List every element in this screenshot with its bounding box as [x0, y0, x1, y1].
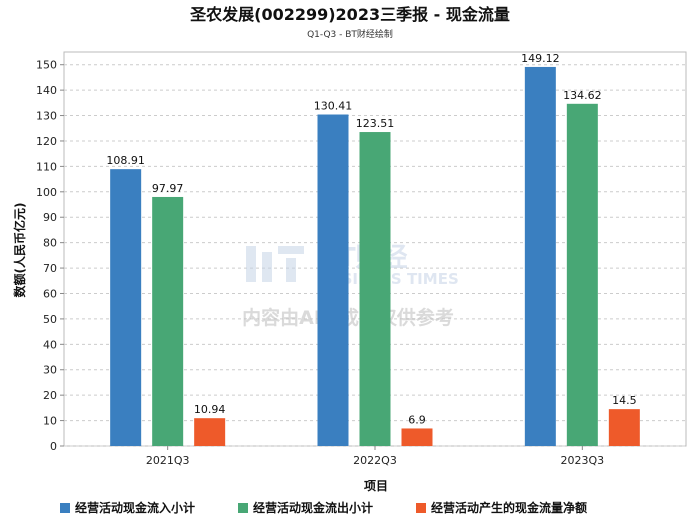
y-tick-label: 150 [36, 59, 57, 72]
y-tick-label: 20 [43, 389, 57, 402]
y-tick-label: 40 [43, 338, 57, 351]
bar [152, 196, 184, 446]
bar [359, 132, 391, 447]
y-tick-label: 140 [36, 84, 57, 97]
x-tick-label: 2022Q3 [353, 454, 397, 467]
y-tick-label: 100 [36, 186, 57, 199]
legend-item: 经营活动产生的现金流量净额 [431, 500, 587, 515]
bar [401, 428, 433, 446]
y-tick-label: 10 [43, 415, 57, 428]
bar [110, 169, 142, 446]
watermark-logo-icon-bar [262, 252, 272, 282]
y-tick-label: 90 [43, 211, 57, 224]
x-axis-ticks: 2021Q3 2022Q3 2023Q3 [146, 446, 604, 467]
legend-item: 经营活动现金流入小计 [75, 500, 195, 515]
bar [317, 114, 349, 446]
bar [566, 103, 598, 447]
watermark-logo-icon-bar2 [278, 246, 304, 254]
data-label: 14.5 [612, 394, 637, 407]
x-axis-title: 项目 [364, 479, 388, 493]
y-tick-label: 120 [36, 135, 57, 148]
data-label: 149.12 [521, 52, 560, 65]
data-label: 6.9 [408, 413, 426, 426]
bar [524, 66, 556, 446]
bars [110, 66, 640, 447]
y-tick-label: 50 [43, 313, 57, 326]
data-label: 97.97 [152, 182, 184, 195]
watermark-logo-icon [246, 246, 256, 282]
watermark-logo-icon-bar3 [286, 258, 296, 282]
bar [608, 409, 640, 446]
legend: 经营活动现金流入小计 经营活动现金流出小计 经营活动产生的现金流量净额 [60, 500, 587, 515]
data-label: 123.51 [356, 117, 395, 130]
y-tick-label: 60 [43, 287, 57, 300]
legend-swatch [416, 503, 426, 513]
data-label: 108.91 [106, 154, 145, 167]
bar [194, 418, 226, 446]
legend-swatch [60, 503, 70, 513]
chart-title: 圣农发展(002299)2023三季报 - 现金流量 [189, 5, 510, 24]
y-tick-label: 0 [50, 440, 57, 453]
data-label: 134.62 [563, 89, 602, 102]
chart-subtitle: Q1-Q3 - BT财经绘制 [307, 28, 393, 40]
y-tick-label: 30 [43, 364, 57, 377]
x-tick-label: 2021Q3 [146, 454, 190, 467]
legend-item: 经营活动现金流出小计 [253, 500, 373, 515]
y-tick-label: 80 [43, 237, 57, 250]
y-tick-label: 130 [36, 110, 57, 123]
legend-swatch [238, 503, 248, 513]
y-axis-title: 数额(人民币亿元) [12, 203, 27, 298]
x-tick-label: 2023Q3 [561, 454, 605, 467]
data-label: 10.94 [194, 403, 226, 416]
data-label: 130.41 [314, 100, 353, 113]
y-tick-label: 70 [43, 262, 57, 275]
y-tick-label: 110 [36, 160, 57, 173]
y-axis-ticks: 0 10 20 30 40 50 60 70 80 90 100 110 120 130 140 150 [36, 59, 64, 453]
